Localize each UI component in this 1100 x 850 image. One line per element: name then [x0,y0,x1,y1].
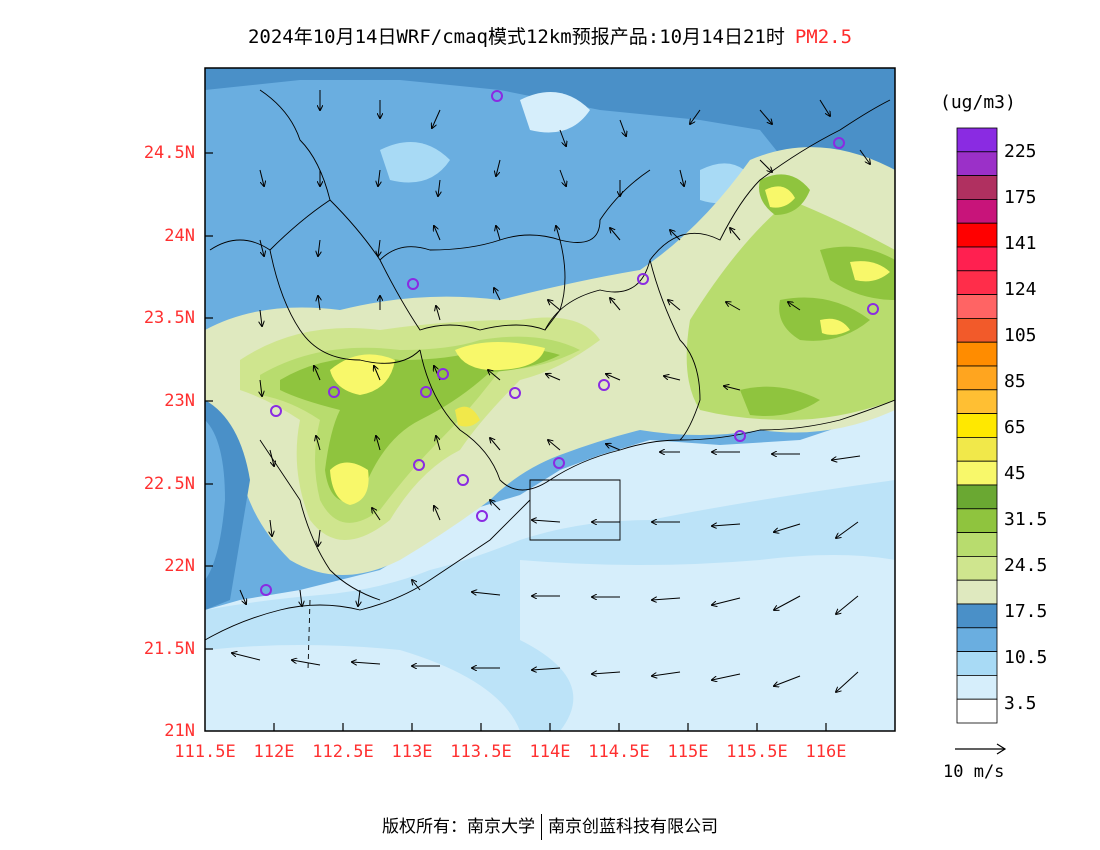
footer-left: 版权所有：南京大学 [382,817,535,837]
lat-label: 24.5N [143,143,195,163]
colorbar-label: 124 [1004,279,1037,300]
colorbar-swatch [956,294,998,319]
colorbar-label: 3.5 [1004,693,1037,714]
colorbar-label: 45 [1004,463,1026,484]
map-title: 2024年10月14日WRF/cmaq模式12km预报产品:10月14日21时 P… [0,22,1100,49]
colorbar-swatch [956,270,998,296]
lat-label: 23.5N [143,308,195,328]
lon-label: 114.5E [588,742,650,762]
colorbar-swatch [956,365,998,391]
pm25-field [205,68,895,731]
colorbar-swatch [956,627,998,652]
lon-label: 112.5E [312,742,374,762]
lon-label: 116E [805,742,847,762]
colorbar-label: 24.5 [1004,555,1048,576]
lon-label: 112E [253,742,295,762]
colorbar-swatch [956,389,998,414]
colorbar-label: 17.5 [1004,601,1048,622]
colorbar-label: 105 [1004,325,1037,346]
colorbar-swatch [956,222,998,248]
lon-label: 114E [529,742,571,762]
colorbar-label: 10.5 [1004,647,1048,668]
lon-label: 113.5E [450,742,512,762]
title-variable: PM2.5 [794,26,853,48]
lat-label: 21.5N [143,639,195,659]
copyright-footer: 版权所有：南京大学 南京创蓝科技有限公司 [0,812,1100,840]
lat-label: 24N [164,226,195,246]
colorbar-swatch [956,175,998,200]
reference-vector-label: 10 m/s [943,762,1005,782]
colorbar-swatch [956,508,998,533]
colorbar-swatch [956,436,998,462]
colorbar-swatch [956,199,998,224]
title-text: 2024年10月14日WRF/cmaq模式12km预报产品:10月14日21时 [247,26,785,48]
colorbar-units: (ug/m3) [940,92,1016,113]
colorbar-swatch [956,484,998,510]
colorbar-swatch [956,555,998,581]
colorbar-label: 141 [1004,233,1037,254]
colorbar-label: 175 [1004,187,1037,208]
colorbar [956,127,998,724]
colorbar-swatch [956,151,998,176]
colorbar-swatch [956,675,998,700]
lon-label: 115.5E [726,742,788,762]
colorbar-swatch [956,246,998,272]
colorbar-swatch [956,341,998,367]
colorbar-swatch [956,127,998,153]
colorbar-swatch [956,603,998,629]
colorbar-label: 225 [1004,141,1037,162]
colorbar-swatch [956,698,998,724]
lat-label: 23N [164,391,195,411]
lat-label: 22N [164,556,195,576]
lat-label: 22.5N [143,474,195,494]
reference-vector [955,743,1007,755]
colorbar-swatch [956,651,998,676]
footer-separator [541,814,542,840]
colorbar-label: 31.5 [1004,509,1048,530]
colorbar-swatch [956,579,998,605]
colorbar-label: 85 [1004,371,1026,392]
colorbar-swatch [956,460,998,486]
colorbar-label: 65 [1004,417,1026,438]
colorbar-swatch [956,413,998,438]
colorbar-swatch [956,532,998,557]
lon-label: 115E [667,742,709,762]
lat-label: 21N [164,721,195,741]
lon-label: 113E [391,742,433,762]
lon-label: 111.5E [174,742,236,762]
colorbar-swatch [956,317,998,343]
footer-right: 南京创蓝科技有限公司 [548,817,718,837]
